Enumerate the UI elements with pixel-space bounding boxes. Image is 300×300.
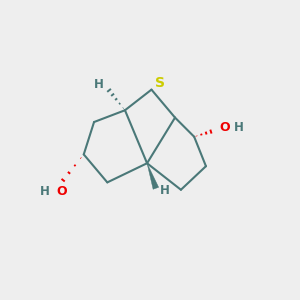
Text: O: O: [56, 185, 67, 198]
Text: H: H: [40, 185, 50, 198]
Text: S: S: [155, 76, 165, 90]
Text: H: H: [160, 184, 170, 197]
Polygon shape: [147, 163, 159, 189]
Text: H: H: [234, 122, 244, 134]
Text: H: H: [94, 78, 104, 91]
Text: O: O: [219, 122, 230, 134]
